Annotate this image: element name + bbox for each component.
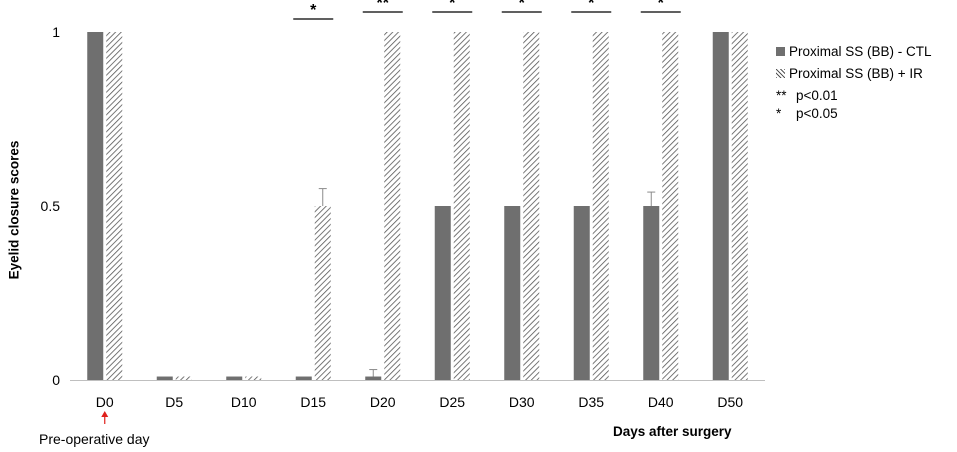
legend: Proximal SS (BB) - CTL Proximal SS (BB) … [776, 40, 932, 124]
preoperative-annotation: Pre-operative day [39, 431, 150, 447]
bar-ir-D15 [314, 206, 331, 380]
y-tick-label: 0 [52, 372, 60, 388]
bar-ir-D35 [592, 32, 609, 380]
legend-note-p001: ** p<0.01 [776, 86, 932, 106]
bar-ir-D25 [453, 32, 470, 380]
y-tick-label: 1 [52, 24, 60, 40]
legend-label-ir: Proximal SS (BB) + IR [789, 65, 923, 81]
x-tick-label: D25 [439, 394, 465, 410]
bar-ir-D40 [662, 32, 679, 380]
x-tick-label: D30 [509, 394, 535, 410]
legend-note-p005: * p<0.05 [776, 104, 932, 124]
note-symbol: ** [776, 88, 787, 103]
significance-mark-D20: ** [377, 0, 390, 12]
bar-ctl-D50 [712, 32, 729, 380]
significance-mark-D25: * [449, 0, 456, 12]
x-tick-label: D10 [231, 394, 257, 410]
x-tick-label: D0 [96, 394, 114, 410]
x-tick-label: D5 [165, 394, 183, 410]
bar-ir-D10 [245, 376, 262, 380]
bar-ir-D5 [175, 376, 192, 380]
x-tick-label: D35 [578, 394, 604, 410]
bar-ctl-D35 [573, 206, 590, 380]
annotation-arrow-head [101, 411, 109, 417]
bar-ctl-D10 [226, 376, 243, 380]
x-tick-label: D20 [370, 394, 396, 410]
significance-mark-D35: * [588, 0, 595, 12]
x-tick-label: D50 [717, 394, 743, 410]
significance-mark-D30: * [519, 0, 526, 12]
bar-ir-D30 [523, 32, 540, 380]
x-tick-label: D15 [300, 394, 326, 410]
legend-label-ctl: Proximal SS (BB) - CTL [789, 43, 932, 59]
bar-ctl-D25 [434, 206, 451, 380]
bar-ctl-D5 [156, 376, 173, 380]
y-axis-label: Eyelid closure scores [6, 140, 22, 280]
x-tick-label: D40 [648, 394, 674, 410]
bar-ctl-D40 [643, 206, 660, 380]
legend-item-ir: Proximal SS (BB) + IR [776, 62, 932, 84]
significance-mark-D40: * [658, 0, 665, 12]
bar-ctl-D0 [87, 32, 104, 380]
bar-ctl-D20 [365, 376, 382, 380]
bar-ctl-D30 [504, 206, 521, 380]
note-symbol: * [776, 106, 782, 121]
bar-ctl-D15 [295, 376, 312, 380]
x-axis-label: Days after surgery [613, 424, 732, 439]
note-text: p<0.01 [796, 88, 838, 103]
legend-item-ctl: Proximal SS (BB) - CTL [776, 40, 932, 62]
legend-swatch-ctl [776, 46, 785, 56]
bar-ir-D0 [106, 32, 123, 380]
significance-mark-D15: * [310, 2, 317, 19]
bar-ir-D20 [384, 32, 401, 380]
y-tick-label: 0.5 [41, 198, 61, 214]
bar-ir-D50 [731, 32, 748, 380]
legend-swatch-ir [776, 68, 785, 78]
note-text: p<0.05 [796, 106, 838, 121]
